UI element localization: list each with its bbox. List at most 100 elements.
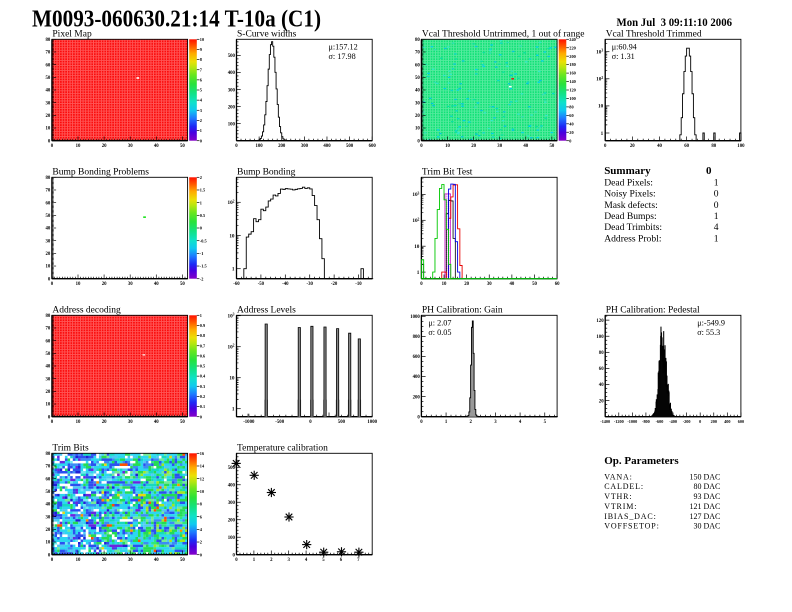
svg-text:80: 80 (46, 314, 51, 319)
svg-text:S-Curve widths: S-Curve widths (237, 30, 297, 40)
svg-text:0: 0 (235, 558, 238, 563)
svg-text:50: 50 (532, 282, 537, 287)
svg-text:200: 200 (278, 144, 286, 149)
svg-text:0.8: 0.8 (200, 333, 205, 338)
svg-text:20: 20 (102, 558, 107, 563)
svg-text:1: 1 (200, 128, 202, 133)
svg-text:-60: -60 (233, 282, 240, 287)
svg-text:400: 400 (228, 71, 236, 76)
svg-text:0.4: 0.4 (200, 374, 206, 379)
svg-text:0: 0 (48, 553, 51, 558)
svg-text:20: 20 (415, 114, 420, 119)
svg-text:Op. Parameters: Op. Parameters (604, 455, 679, 467)
svg-text:Dead Pixels:: Dead Pixels: (604, 177, 653, 188)
svg-text:50: 50 (180, 282, 185, 287)
svg-text:30: 30 (128, 420, 133, 425)
svg-text:102: 102 (227, 199, 234, 206)
svg-text:-40: -40 (282, 282, 289, 287)
svg-text:0.1: 0.1 (200, 404, 205, 409)
svg-text:4: 4 (200, 527, 203, 532)
svg-text:10: 10 (200, 37, 204, 42)
svg-text:400: 400 (413, 375, 421, 380)
svg-text:-0.5: -0.5 (200, 238, 207, 243)
svg-text:-1400: -1400 (600, 419, 610, 424)
svg-text:20: 20 (46, 114, 51, 119)
svg-text:40: 40 (415, 89, 420, 94)
svg-text:200: 200 (228, 518, 236, 523)
svg-text:500: 500 (228, 54, 236, 59)
svg-text:10: 10 (445, 144, 450, 149)
svg-text:30: 30 (128, 144, 133, 149)
svg-text:30: 30 (487, 282, 492, 287)
svg-text:8: 8 (200, 502, 202, 507)
svg-text:Bump Bonding: Bump Bonding (237, 168, 296, 178)
svg-text:0: 0 (420, 144, 423, 149)
svg-text:80: 80 (569, 105, 573, 110)
svg-text:0: 0 (420, 282, 423, 287)
svg-text:20: 20 (102, 282, 107, 287)
svg-text:300: 300 (228, 501, 236, 506)
svg-text:0: 0 (200, 552, 202, 557)
svg-text:0.5: 0.5 (200, 364, 205, 369)
svg-text:200: 200 (711, 419, 717, 424)
svg-text:100: 100 (228, 122, 236, 127)
svg-text:50: 50 (46, 352, 51, 357)
svg-text:-1200: -1200 (614, 419, 624, 424)
svg-text:Dead Trimbits:: Dead Trimbits: (604, 222, 662, 233)
svg-text:0.6: 0.6 (200, 354, 206, 359)
svg-text:-2: -2 (200, 276, 204, 281)
svg-text:20: 20 (471, 144, 476, 149)
svg-text:127 DAC: 127 DAC (690, 512, 721, 521)
svg-text:10: 10 (200, 489, 204, 494)
svg-text:7: 7 (200, 67, 203, 72)
svg-text:50: 50 (180, 558, 185, 563)
svg-text:50: 50 (46, 76, 51, 81)
svg-text:40: 40 (154, 144, 159, 149)
svg-text:-400: -400 (669, 419, 677, 424)
svg-text:0: 0 (604, 144, 607, 149)
svg-text:500: 500 (338, 420, 346, 425)
svg-text:6: 6 (340, 558, 343, 563)
svg-text:80: 80 (46, 38, 51, 43)
svg-text:80: 80 (46, 452, 51, 457)
svg-text:120: 120 (569, 88, 575, 93)
svg-text:10: 10 (46, 541, 51, 546)
svg-text:-800: -800 (642, 419, 650, 424)
svg-text:1: 1 (232, 407, 235, 413)
svg-text:60: 60 (46, 63, 51, 68)
svg-text:0: 0 (417, 415, 420, 420)
svg-text:10: 10 (76, 558, 81, 563)
svg-text:1: 1 (714, 233, 719, 244)
svg-text:20: 20 (46, 528, 51, 533)
svg-text:300: 300 (228, 88, 236, 93)
svg-text:-30: -30 (306, 282, 313, 287)
svg-text:20: 20 (464, 282, 469, 287)
svg-text:0: 0 (420, 420, 423, 425)
svg-text:1: 1 (417, 270, 420, 276)
svg-text:40: 40 (46, 227, 51, 232)
svg-text:60: 60 (46, 339, 51, 344)
svg-text:70: 70 (415, 51, 420, 56)
svg-text:Bump Bonding Problems: Bump Bonding Problems (52, 168, 149, 178)
svg-text:100: 100 (569, 96, 575, 101)
svg-text:0.7: 0.7 (200, 343, 206, 348)
svg-text:100: 100 (596, 335, 604, 340)
svg-text:0.9: 0.9 (200, 323, 205, 328)
svg-text:600: 600 (369, 144, 377, 149)
svg-text:30: 30 (497, 144, 502, 149)
svg-text:10: 10 (229, 233, 235, 239)
svg-text:-10: -10 (355, 282, 362, 287)
svg-text:σ: 55.3: σ: 55.3 (697, 328, 720, 337)
svg-text:2: 2 (200, 175, 202, 180)
svg-text:30: 30 (46, 377, 51, 382)
svg-text:-1: -1 (200, 251, 204, 256)
svg-text:40: 40 (569, 121, 573, 126)
svg-text:600: 600 (413, 355, 421, 360)
svg-text:120: 120 (596, 319, 604, 324)
svg-text:1: 1 (714, 211, 719, 222)
svg-text:2: 2 (469, 420, 472, 425)
svg-text:300: 300 (301, 144, 309, 149)
svg-text:100: 100 (228, 536, 236, 541)
svg-text:σ: 17.98: σ: 17.98 (329, 52, 356, 61)
svg-text:1: 1 (232, 267, 235, 273)
